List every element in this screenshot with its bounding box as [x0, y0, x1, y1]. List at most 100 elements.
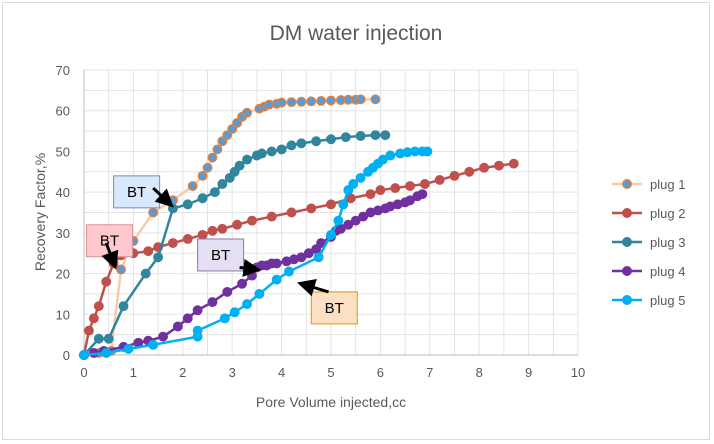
legend-item-4: plug 4	[612, 264, 685, 279]
data-point	[118, 301, 129, 312]
data-point	[271, 274, 282, 285]
bt-arrow	[152, 186, 174, 208]
bt-label: BT	[127, 184, 146, 201]
legend-marker	[622, 237, 632, 247]
data-point	[370, 94, 381, 105]
legend-item-3: plug 3	[612, 235, 685, 250]
x-tick-label: 9	[525, 365, 532, 380]
data-point	[217, 179, 228, 189]
data-point	[101, 348, 112, 358]
data-point	[266, 146, 277, 157]
data-point	[202, 162, 213, 173]
data-point	[434, 174, 445, 185]
data-point	[222, 286, 233, 297]
data-point	[143, 246, 154, 257]
x-tick-label: 4	[278, 365, 285, 380]
data-point	[254, 288, 265, 299]
data-point	[158, 331, 168, 342]
annotation-layer: BT BT BT BT	[85, 175, 358, 325]
y-tick-label: 40	[56, 185, 70, 200]
bt-arrow	[297, 279, 329, 297]
legend: plug 1 plug 2 plug 3 plug 4 plug 5	[612, 177, 685, 308]
data-point	[237, 278, 248, 289]
y-tick-label: 50	[56, 144, 70, 159]
data-point	[326, 134, 336, 145]
data-point	[219, 313, 230, 324]
data-point	[355, 94, 366, 105]
data-point	[348, 179, 359, 189]
bt-label: BT	[211, 247, 230, 264]
bt-label: BT	[100, 233, 119, 250]
data-point	[229, 307, 240, 318]
data-point	[103, 333, 114, 344]
y-tick-label: 10	[56, 307, 70, 322]
data-point	[182, 234, 193, 244]
data-point	[83, 325, 94, 336]
chart-title: DM water injection	[270, 22, 443, 45]
data-point	[286, 207, 297, 218]
data-point	[207, 152, 218, 163]
series-1	[79, 94, 381, 360]
bt-annotation-3: BT	[197, 238, 262, 277]
legend-marker	[622, 208, 632, 218]
series-layer	[79, 94, 519, 360]
data-point	[93, 301, 104, 312]
data-point	[306, 96, 317, 107]
y-tick-label: 60	[56, 104, 70, 119]
data-point	[390, 183, 401, 194]
data-point	[405, 195, 415, 206]
data-point	[187, 181, 198, 191]
legend-label: plug 4	[650, 264, 685, 279]
data-point	[326, 229, 336, 240]
legend-label: plug 3	[650, 235, 685, 250]
data-point	[182, 199, 193, 210]
data-point	[197, 170, 208, 181]
data-point	[313, 252, 324, 263]
data-point	[140, 268, 151, 279]
data-point	[417, 189, 428, 200]
data-point	[311, 136, 322, 147]
data-point	[232, 219, 243, 230]
bt-label: BT	[325, 300, 344, 317]
data-point	[192, 305, 203, 316]
data-point	[123, 343, 134, 354]
data-point	[167, 203, 178, 214]
data-point	[303, 248, 314, 259]
legend-marker	[622, 179, 632, 189]
data-point	[316, 95, 327, 106]
y-tick-label: 0	[63, 348, 70, 363]
data-point	[271, 258, 282, 269]
data-point	[286, 97, 297, 108]
y-axis-title: Recovery Factor,%	[32, 153, 48, 271]
series-4	[79, 189, 428, 360]
data-point	[405, 181, 415, 191]
x-tick-label: 10	[571, 365, 585, 380]
data-point	[340, 132, 351, 143]
x-tick-label: 1	[130, 365, 137, 380]
legend-label: plug 2	[650, 206, 685, 221]
data-point	[148, 207, 159, 218]
data-point	[449, 170, 460, 181]
x-tick-label: 3	[229, 365, 236, 380]
data-point	[296, 138, 307, 149]
bt-annotation-4: BT	[297, 279, 358, 325]
data-point	[192, 325, 203, 336]
x-tick-label: 2	[179, 365, 186, 380]
data-point	[326, 199, 336, 210]
data-point	[355, 131, 366, 141]
data-point	[116, 264, 127, 275]
data-point	[494, 160, 504, 171]
data-point	[197, 193, 208, 204]
data-point	[355, 172, 366, 183]
data-point	[296, 252, 307, 263]
data-point	[242, 154, 252, 165]
data-point	[242, 107, 252, 118]
y-tick-label: 20	[56, 267, 70, 282]
data-point	[242, 299, 252, 310]
bt-box	[310, 291, 358, 325]
data-point	[172, 321, 183, 332]
data-point	[370, 130, 381, 141]
data-point	[217, 223, 228, 234]
data-point	[380, 130, 391, 141]
legend-marker	[622, 295, 632, 305]
